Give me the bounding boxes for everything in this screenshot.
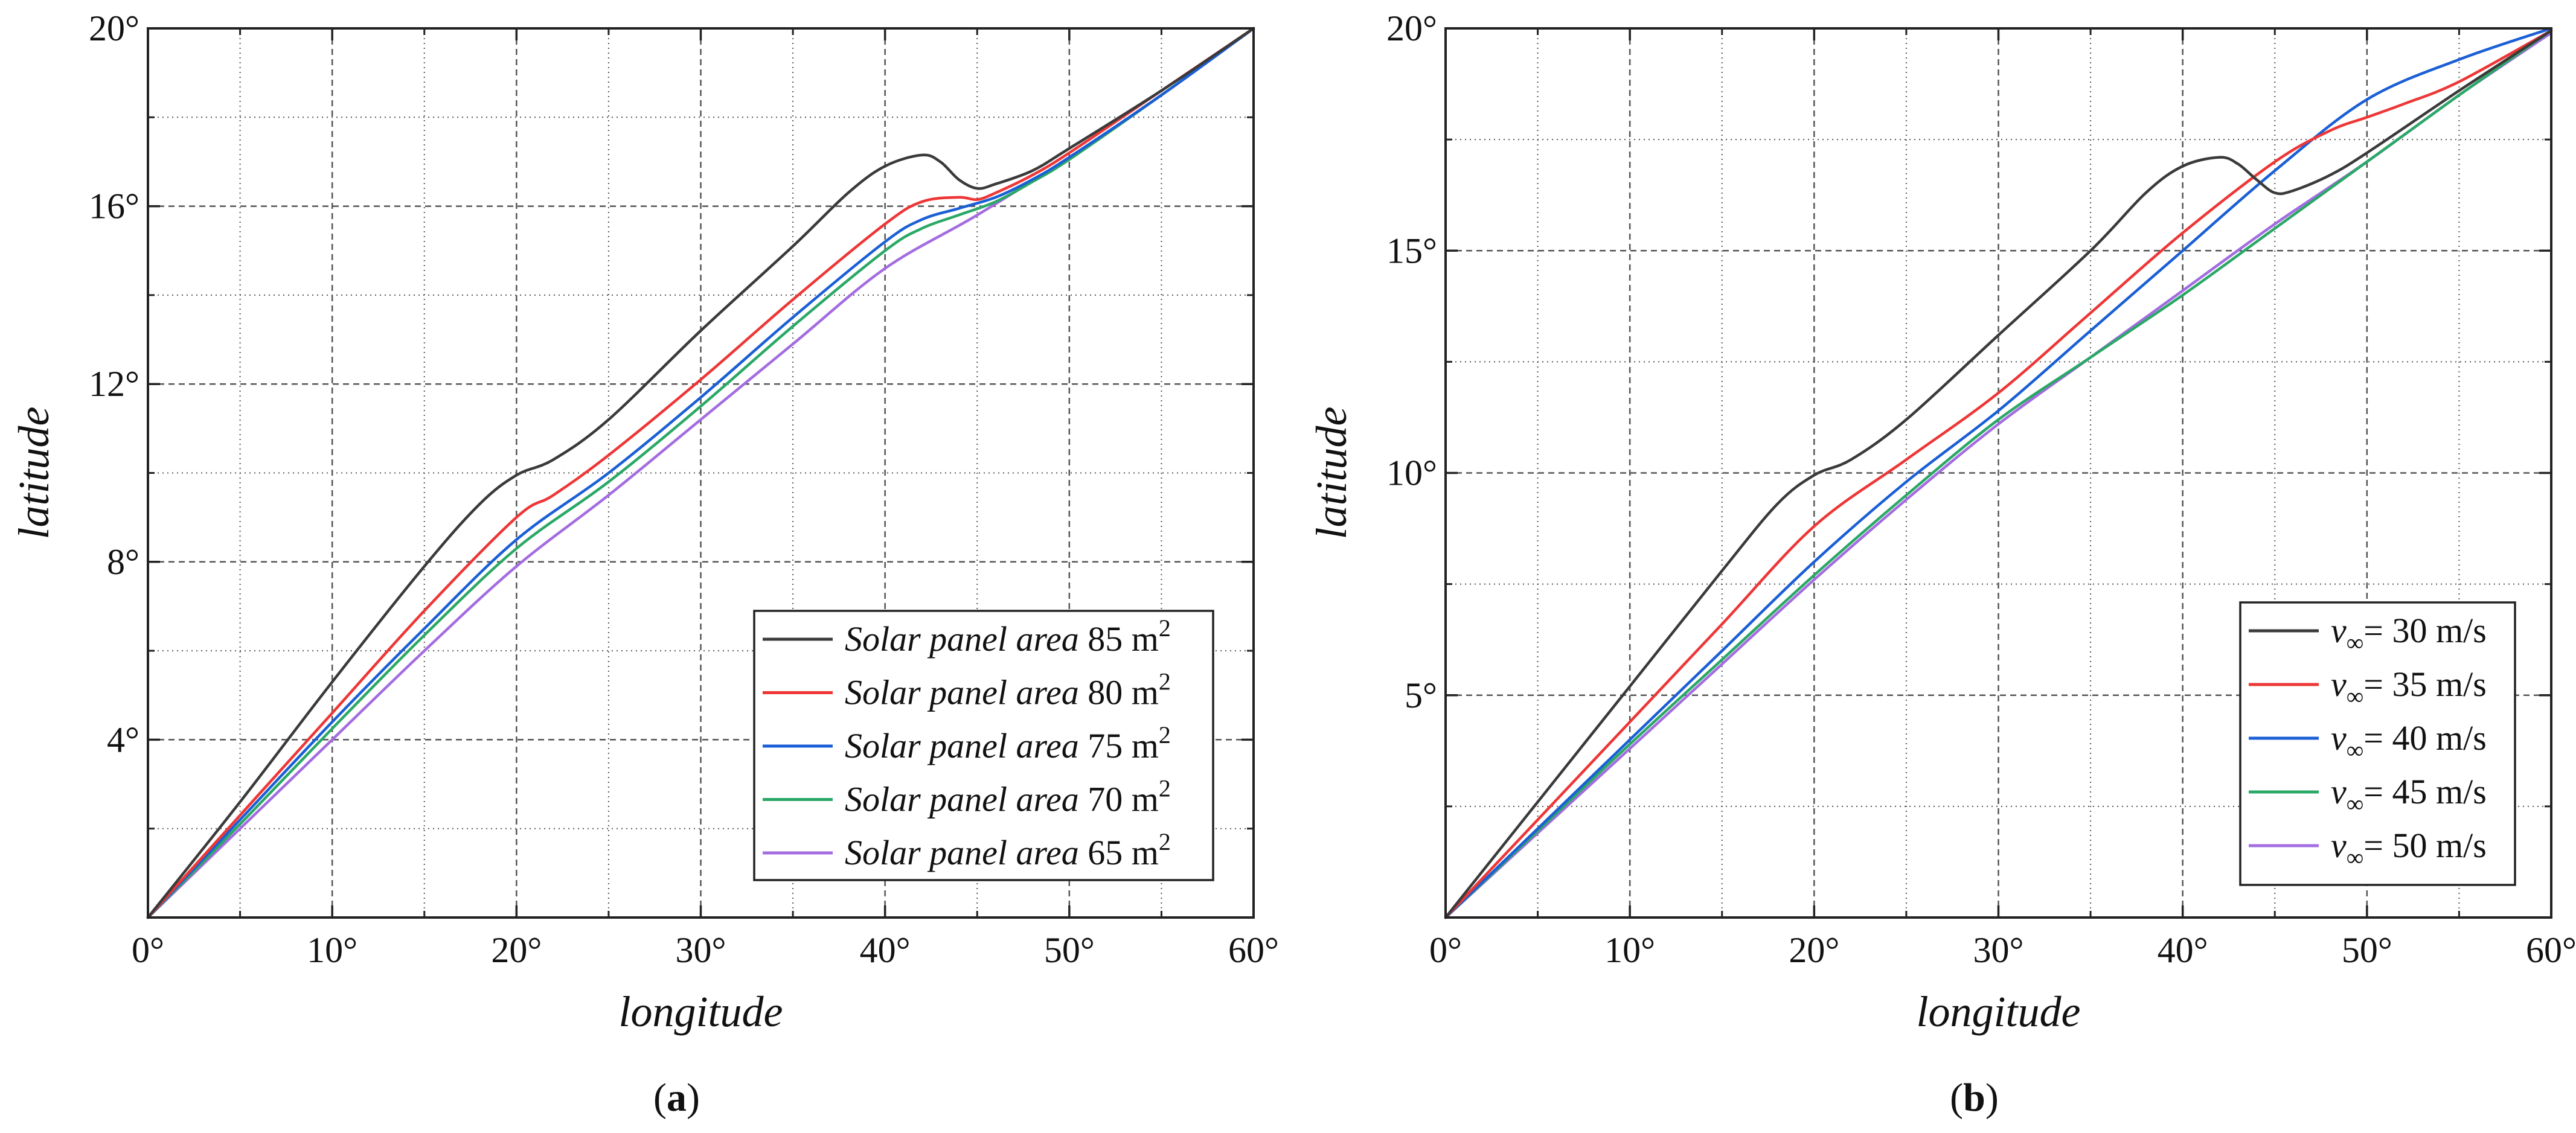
panel-b-y-tick-label: 20°: [1386, 8, 1437, 48]
panel-b-y-tick-label: 15°: [1386, 231, 1437, 270]
panel-a-y-axis-title: latitude: [10, 407, 58, 540]
panel-a-x-tick-label: 10°: [307, 930, 357, 970]
panel-b-x-tick-label: 30°: [1973, 930, 2024, 970]
panel-a-y-tick-label: 8°: [107, 542, 139, 582]
panel-a-x-tick-label: 60°: [1228, 930, 1279, 970]
panel-b-chart: 0° 10° 20° 30° 40° 50° 60° 5° 10° 15° 20° longitude…: [1307, 8, 2576, 1120]
panel-b-x-tick-label: 50°: [2342, 930, 2392, 970]
panel-a-label: (a): [653, 1076, 700, 1120]
panel-a-y-tick-label: 4°: [107, 720, 139, 759]
panel-b-x-tick-label: 40°: [2158, 930, 2208, 970]
panel-a-y-tick-label: 16°: [89, 187, 139, 226]
panel-a-x-tick-label: 40°: [860, 930, 911, 970]
panel-b-series-line-4: [1444, 29, 2553, 919]
panel-a-x-axis-title: longitude: [619, 988, 783, 1036]
panel-b-x-tick-label: 20°: [1789, 930, 1839, 970]
panel-b-legend-entry: v∞= 40 m/s: [2331, 718, 2487, 764]
panel-b-legend-entry: v∞= 50 m/s: [2331, 826, 2487, 871]
panel-a-chart: 0° 10° 20° 30° 40° 50° 60° 4° 8° 12° 16° 20° longitu…: [10, 8, 1279, 1120]
panel-b-legend: v∞= 30 m/s v∞= 35 m/s v∞= 40 m/s v∞= 45 m/s…: [2239, 601, 2516, 886]
panel-a-y-tick-label: 20°: [89, 8, 139, 48]
panel-a-legend-entry: Solar panel area 75 m2: [845, 721, 1171, 765]
panel-a-legend-entry: Solar panel area 80 m2: [845, 668, 1171, 712]
panel-b-y-axis-title: latitude: [1307, 407, 1356, 540]
panel-a-x-tick-label: 0°: [132, 930, 164, 970]
panel-b-series-line-3: [1444, 27, 2553, 919]
panel-a-legend-entry: Solar panel area 70 m2: [845, 775, 1171, 819]
panel-a-legend: Solar panel area 85 m2 Solar panel area 8…: [753, 610, 1214, 881]
panel-a-x-tick-label: 50°: [1044, 930, 1095, 970]
panel-a-x-tick-label: 30°: [676, 930, 726, 970]
panel-b-series-line-1: [1444, 29, 2553, 919]
panel-a-series-line-2: [146, 27, 1255, 919]
panel-a-series-line-3: [146, 27, 1255, 919]
panel-b-x-tick-label: 10°: [1604, 930, 1655, 970]
panel-a-legend-entry: Solar panel area 65 m2: [845, 828, 1171, 872]
panel-b-legend-entry: v∞= 35 m/s: [2331, 665, 2487, 710]
panel-b-x-tick-label: 60°: [2526, 930, 2576, 970]
panel-a-x-tick-label: 20°: [491, 930, 542, 970]
panel-b-legend-box: [2239, 601, 2516, 886]
panel-a-series-line-1: [146, 27, 1255, 919]
panel-a-legend-entry: Solar panel area 85 m2: [845, 614, 1171, 659]
panel-b-x-tick-label: 0°: [1429, 930, 1462, 970]
panel-b-y-tick-label: 5°: [1405, 675, 1437, 715]
panel-b-legend-entry: v∞= 45 m/s: [2331, 772, 2487, 817]
panel-b-label: (b): [1950, 1076, 1999, 1120]
panel-a-y-tick-label: 12°: [89, 364, 139, 404]
panel-b-y-tick-label: 10°: [1386, 453, 1437, 493]
panel-b-series-line-2: [1444, 29, 2553, 919]
panel-b-x-axis-title: longitude: [1917, 988, 2081, 1036]
panel-b-legend-entry: v∞= 30 m/s: [2331, 611, 2487, 656]
panel-a-series-line-4: [146, 27, 1255, 919]
